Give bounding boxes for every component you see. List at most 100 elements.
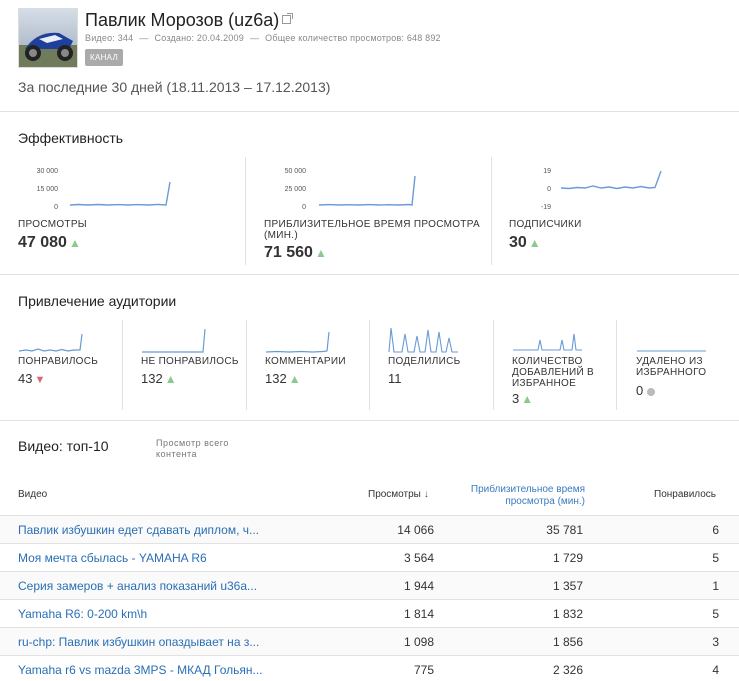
external-link-icon[interactable] xyxy=(282,13,294,24)
total-views: Общее количество просмотров: 648 892 xyxy=(265,33,441,43)
neutral-dot-icon xyxy=(647,387,656,396)
row-views: 3 564 xyxy=(403,551,434,565)
video-count: Видео: 344 xyxy=(85,33,134,43)
divider xyxy=(0,420,739,421)
row-watch-time: 35 781 xyxy=(546,523,583,537)
row-likes: 1 xyxy=(712,579,719,593)
column-header-watch-time[interactable]: Приблизительное время просмотра (мин.) xyxy=(470,484,585,507)
column-header-views-text: Просмотры xyxy=(368,489,421,500)
likes-value[interactable]: 43 ▼ xyxy=(18,371,45,386)
trend-up-icon: ▲ xyxy=(288,372,301,386)
video-title-link[interactable]: Серия замеров + анализ показаний u36a... xyxy=(18,579,258,593)
trend-up-icon: ▲ xyxy=(314,246,327,260)
video-title-link[interactable]: ru-chp: Павлик избушкин опаздывает на з.… xyxy=(18,635,260,649)
trend-up-icon: ▲ xyxy=(528,236,541,250)
channel-meta: Видео: 344— Создано: 20.04.2009— Общее кол… xyxy=(85,33,441,43)
shares-value[interactable]: 11 xyxy=(388,371,402,386)
table-row[interactable]: Павлик избушкин едет сдавать диплом, ч..… xyxy=(0,515,739,543)
video-title-link[interactable]: Yamaha r6 vs mazda 3MPS - МКАД Гольян... xyxy=(18,663,263,677)
table-row[interactable]: Yamaha r6 vs mazda 3MPS - МКАД Гольян...… xyxy=(0,655,739,681)
divider xyxy=(616,320,617,410)
shares-sparkline xyxy=(388,327,458,353)
trend-up-icon: ▲ xyxy=(164,372,177,386)
row-likes: 6 xyxy=(712,523,719,537)
comments-value[interactable]: 132 ▲ xyxy=(265,371,301,386)
channel-name-text: Павлик Морозов (uz6a) xyxy=(85,10,280,30)
shares-line xyxy=(388,327,458,353)
watch-time-sparkline: 50 000 25 000 0 xyxy=(285,168,416,211)
column-header-likes[interactable]: Понравилось xyxy=(654,489,717,500)
views-value[interactable]: 47 080 ▲ xyxy=(18,234,81,252)
subscribers-value[interactable]: 30 ▲ xyxy=(509,234,541,252)
row-likes: 3 xyxy=(712,635,719,649)
favorites-removed-sparkline xyxy=(637,350,706,352)
subscribers-number: 30 xyxy=(509,234,527,251)
views-sparkline: 30 000 15 000 0 xyxy=(37,168,171,211)
row-views: 1 098 xyxy=(403,635,434,649)
channel-badge: КАНАЛ xyxy=(85,49,124,66)
watch-time-line xyxy=(318,175,416,206)
tick-label: 15 000 xyxy=(37,186,59,193)
top-videos-title: Видео: топ-10 xyxy=(18,438,109,454)
divider xyxy=(493,320,494,410)
watch-time-value[interactable]: 71 560 ▲ xyxy=(264,244,327,262)
video-title-link[interactable]: Yamaha R6: 0-200 km\h xyxy=(18,607,148,621)
table-row[interactable]: Серия замеров + анализ показаний u36a...… xyxy=(0,571,739,599)
subscribers-label: ПОДПИСЧИКИ xyxy=(509,219,582,230)
row-views: 14 066 xyxy=(397,523,434,537)
video-title-link[interactable]: Моя мечта сбылась - YAMAHA R6 xyxy=(18,551,207,565)
view-all-content-link[interactable]: Просмотр всего контента xyxy=(156,438,229,459)
created-date: Создано: 20.04.2009 xyxy=(154,33,244,43)
tick-label: 0 xyxy=(302,204,306,211)
trend-up-icon: ▲ xyxy=(521,392,534,406)
row-likes: 4 xyxy=(712,663,719,677)
table-row[interactable]: Моя мечта сбылась - YAMAHA R6 3 564 1 72… xyxy=(0,543,739,571)
tick-label: -19 xyxy=(541,204,551,211)
subscribers-line xyxy=(560,170,662,190)
divider xyxy=(491,157,492,265)
comments-number: 132 xyxy=(265,371,287,386)
divider xyxy=(0,274,739,275)
date-range[interactable]: За последние 30 дней (18.11.2013 – 17.12… xyxy=(18,79,331,95)
likes-sparkline xyxy=(18,333,83,352)
column-header-views[interactable]: Просмотры ↓ xyxy=(368,489,438,501)
favorites-removed-label: УДАЛЕНО ИЗ ИЗБРАННОГО xyxy=(636,356,707,378)
views-line xyxy=(69,181,171,206)
row-watch-time: 1 357 xyxy=(552,579,583,593)
row-views: 1 814 xyxy=(403,607,434,621)
channel-avatar[interactable] xyxy=(18,8,78,68)
video-title-link[interactable]: Павлик избушкин едет сдавать диплом, ч..… xyxy=(18,523,260,537)
comments-line xyxy=(265,331,330,353)
tick-label: 30 000 xyxy=(37,168,59,175)
trend-down-icon: ▼ xyxy=(34,374,46,386)
row-watch-time: 1 729 xyxy=(552,551,583,565)
row-watch-time: 1 832 xyxy=(552,607,583,621)
row-watch-time: 2 326 xyxy=(552,663,583,677)
channel-name[interactable]: Павлик Морозов (uz6a) xyxy=(85,10,294,31)
column-header-video[interactable]: Видео xyxy=(18,489,48,500)
favorites-added-sparkline xyxy=(513,333,582,351)
favorites-added-number: 3 xyxy=(512,391,520,406)
row-likes: 5 xyxy=(712,551,719,565)
divider xyxy=(245,157,246,265)
tick-label: 19 xyxy=(543,168,551,175)
favorites-added-value[interactable]: 3 ▲ xyxy=(512,391,533,406)
dislikes-number: 132 xyxy=(141,371,163,386)
row-views: 775 xyxy=(413,663,434,677)
performance-title: Эффективность xyxy=(18,130,124,146)
dislikes-value[interactable]: 132 ▲ xyxy=(141,371,177,386)
favorites-removed-value[interactable]: 0 xyxy=(636,383,656,398)
likes-number: 43 xyxy=(18,371,33,386)
table-row[interactable]: Yamaha R6: 0-200 km\h 1 814 1 832 5 xyxy=(0,599,739,627)
trend-up-icon: ▲ xyxy=(68,236,81,250)
favorites-added-label: КОЛИЧЕСТВО ДОБАВЛЕНИЙ В ИЗБРАННОЕ xyxy=(512,356,594,389)
dislikes-label: НЕ ПОНРАВИЛОСЬ xyxy=(141,356,239,367)
table-row[interactable]: ru-chp: Павлик избушкин опаздывает на з.… xyxy=(0,627,739,655)
divider xyxy=(122,320,123,410)
tick-label: 0 xyxy=(547,186,551,193)
tick-label: 25 000 xyxy=(285,186,307,193)
divider xyxy=(0,111,739,112)
comments-sparkline xyxy=(265,331,330,353)
dislikes-line xyxy=(142,328,206,353)
tick-label: 50 000 xyxy=(285,168,307,175)
